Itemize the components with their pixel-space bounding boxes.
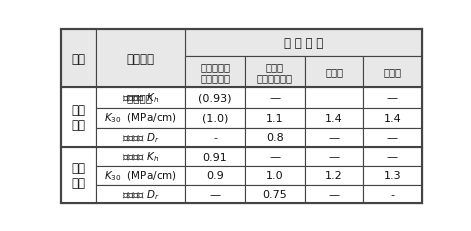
Bar [245,128,305,147]
Text: —: — [328,189,340,199]
Bar [96,30,185,88]
Bar [305,108,364,128]
Bar [96,88,185,108]
Bar [96,108,185,128]
Text: 位置: 位置 [72,52,86,65]
Text: -: - [213,133,217,143]
Bar [185,128,245,147]
Text: 填 料 类 别: 填 料 类 别 [284,37,323,50]
Bar [245,57,305,88]
Text: —: — [387,133,398,143]
Text: $K_{30}$  (MPa/cm): $K_{30}$ (MPa/cm) [104,169,177,182]
Text: 1.4: 1.4 [325,113,343,123]
Bar [96,185,185,203]
Bar [185,30,422,57]
Bar [96,128,185,147]
Bar [364,147,422,167]
Bar [364,185,422,203]
Text: 基床
底层: 基床 底层 [72,161,86,189]
Bar [245,147,305,167]
Text: 0.9: 0.9 [206,171,224,181]
Bar [364,57,422,88]
Bar [305,57,364,88]
Text: 相对密度 $D_r$: 相对密度 $D_r$ [122,131,160,145]
Text: 压实指标: 压实指标 [127,52,154,65]
Text: 压实系数 $K_h$: 压实系数 $K_h$ [122,91,159,105]
Bar [305,128,364,147]
Text: 0.8: 0.8 [266,133,284,143]
Bar [185,88,245,108]
Text: 砂类土: 砂类土 [266,62,284,72]
Bar [305,185,364,203]
Text: —: — [328,133,340,143]
Text: -: - [390,189,395,199]
Text: 基床
表层: 基床 表层 [72,103,86,131]
Bar [61,88,96,147]
Text: —: — [328,152,340,162]
Text: 1.1: 1.1 [266,113,284,123]
Text: 1.2: 1.2 [325,171,343,181]
Text: 1.0: 1.0 [266,171,284,181]
Bar [96,167,185,185]
Text: —: — [269,152,280,162]
Text: —: — [210,189,220,199]
Bar [185,108,245,128]
Text: $K_{30}$  (MPa/cm): $K_{30}$ (MPa/cm) [104,111,177,125]
Bar [364,128,422,147]
Text: (1.0): (1.0) [202,113,228,123]
Bar [185,57,245,88]
Bar [245,167,305,185]
Text: （粉砂除外）: （粉砂除外） [257,73,292,82]
Text: 砾石类: 砾石类 [325,67,343,77]
Text: 1.4: 1.4 [384,113,401,123]
Text: 0.75: 0.75 [262,189,287,199]
Text: 1.3: 1.3 [384,171,401,181]
Text: —: — [387,93,398,103]
Text: 0.91: 0.91 [203,152,227,162]
Text: (0.93): (0.93) [198,93,232,103]
Bar [61,147,96,203]
Bar [61,30,96,88]
Text: —: — [269,93,280,103]
Bar [245,88,305,108]
Text: —: — [387,152,398,162]
Bar [245,108,305,128]
Bar [364,167,422,185]
Bar [245,185,305,203]
Bar [96,147,185,167]
Text: 碎石类: 碎石类 [383,67,401,77]
Text: 砂、改良土: 砂、改良土 [200,73,230,82]
Bar [305,167,364,185]
Text: 压实系数: 压实系数 [127,93,155,103]
Text: 细粒土和粉: 细粒土和粉 [200,62,230,72]
Text: 压实系数 $K_h$: 压实系数 $K_h$ [122,150,159,164]
Bar [185,167,245,185]
Bar [185,185,245,203]
Bar [305,147,364,167]
Bar [364,108,422,128]
Bar [305,88,364,108]
Text: 相对密度 $D_r$: 相对密度 $D_r$ [122,187,160,201]
Bar [364,88,422,108]
Bar [185,147,245,167]
